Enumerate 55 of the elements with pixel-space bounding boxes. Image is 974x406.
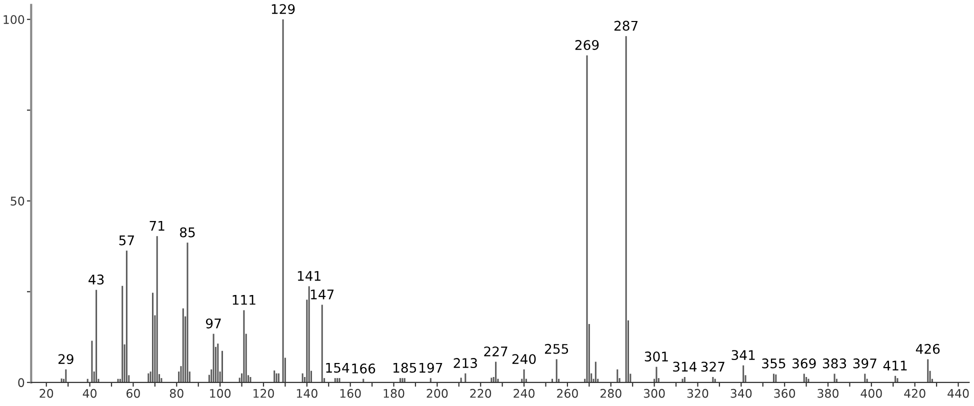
x-tick-label: 340 bbox=[730, 388, 752, 398]
annotation: 197 bbox=[420, 362, 442, 373]
annotation: 166 bbox=[352, 364, 376, 374]
annotation: 314 bbox=[673, 362, 697, 372]
annotation: 213 bbox=[454, 358, 477, 368]
annotation: 240 bbox=[512, 354, 536, 364]
annotation: 154 bbox=[326, 362, 350, 373]
x-tick-label: 360 bbox=[774, 388, 796, 398]
x-tick-label: 420 bbox=[904, 388, 926, 398]
x-tick-label: 60 bbox=[126, 388, 140, 398]
x-tick-label: 40 bbox=[82, 388, 97, 398]
x-tick-label: 380 bbox=[818, 388, 838, 398]
annotation: 383 bbox=[822, 358, 846, 368]
annotation: 411 bbox=[883, 360, 907, 370]
annotation: 29 bbox=[58, 354, 74, 364]
y-tick-label: 0 bbox=[18, 378, 24, 388]
annotation: 111 bbox=[232, 295, 256, 305]
x-tick-label: 220 bbox=[470, 388, 492, 398]
annotation: 327 bbox=[701, 362, 724, 372]
x-tick-label: 320 bbox=[687, 388, 708, 398]
x-tick-label: 120 bbox=[254, 388, 274, 398]
x-tick-label: 160 bbox=[340, 388, 361, 398]
x-tick-label: 280 bbox=[600, 388, 622, 398]
annotation: 141 bbox=[298, 271, 320, 281]
x-tick-label: 440 bbox=[948, 388, 969, 398]
x-tick-label: 200 bbox=[426, 388, 448, 398]
x-tick-label: 400 bbox=[860, 388, 882, 398]
y-tick-label: 100 bbox=[4, 15, 24, 24]
x-tick-label: 260 bbox=[557, 388, 578, 398]
annotation: 97 bbox=[206, 318, 221, 328]
annotation: 71 bbox=[150, 221, 164, 231]
annotation: 426 bbox=[916, 344, 940, 354]
x-tick-label: 80 bbox=[170, 388, 184, 398]
x-tick-label: 20 bbox=[40, 388, 54, 398]
x-tick-label: 240 bbox=[514, 388, 535, 398]
annotation: 269 bbox=[575, 40, 599, 50]
annotation: 57 bbox=[119, 236, 134, 246]
x-tick-label: 140 bbox=[296, 388, 318, 398]
y-tick-label: 50 bbox=[10, 196, 24, 206]
annotation: 397 bbox=[853, 358, 876, 368]
annotation: 85 bbox=[180, 227, 195, 238]
x-tick-label: 300 bbox=[644, 388, 665, 398]
annotation: 227 bbox=[484, 346, 508, 356]
annotation: 147 bbox=[310, 290, 334, 300]
x-tick-label: 180 bbox=[384, 388, 404, 398]
annotation: 185 bbox=[393, 362, 416, 373]
annotation: 301 bbox=[644, 352, 668, 362]
annotation: 255 bbox=[544, 344, 568, 354]
x-tick-label: 100 bbox=[210, 388, 231, 398]
annotation: 43 bbox=[88, 274, 104, 285]
annotation: 355 bbox=[762, 358, 786, 368]
annotation: 369 bbox=[792, 358, 816, 368]
annotation: 287 bbox=[614, 20, 638, 31]
annotation: 129 bbox=[272, 4, 295, 14]
annotation: 341 bbox=[732, 350, 755, 360]
